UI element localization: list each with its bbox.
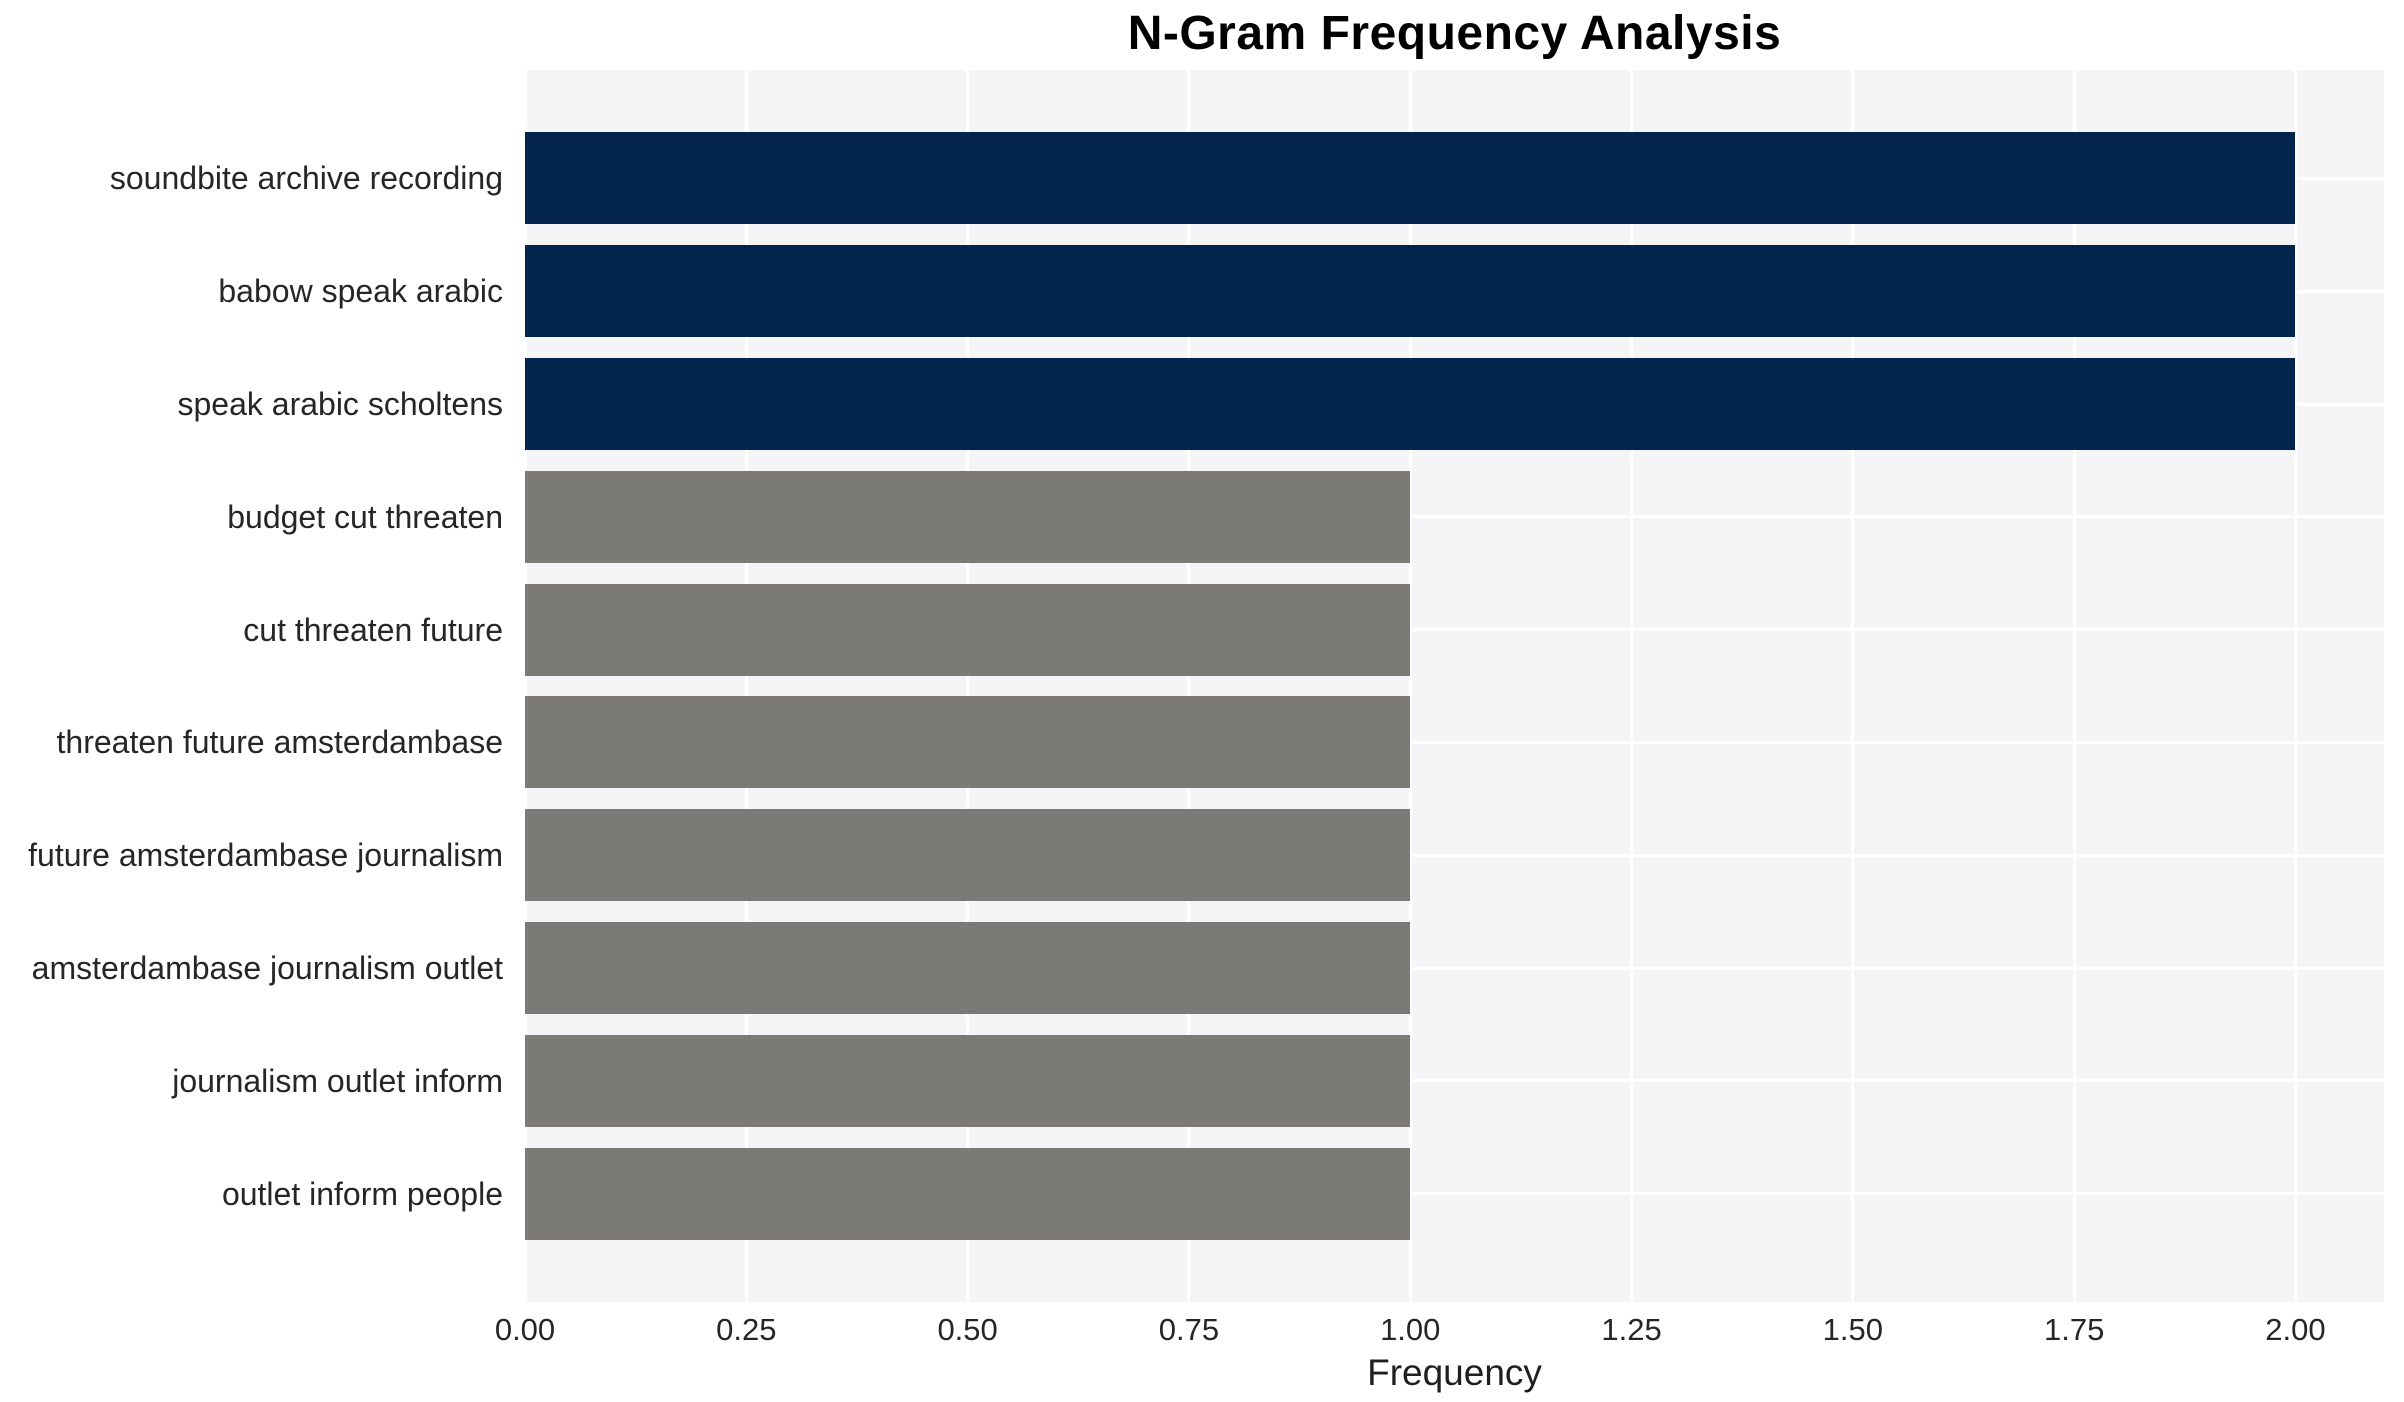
gridline-vertical <box>2072 70 2076 1302</box>
gridline-vertical <box>744 70 748 1302</box>
y-axis-label: budget cut threaten <box>227 498 503 535</box>
y-axis-label: future amsterdambase journalism <box>28 837 503 874</box>
bar-threaten-future-amsterdambase <box>525 696 1411 789</box>
gridline-horizontal <box>525 740 2384 744</box>
y-axis-label: babow speak arabic <box>218 273 503 310</box>
bar-budget-cut-threaten <box>525 470 1411 563</box>
gridline-horizontal <box>525 515 2384 519</box>
x-axis-tick-label: 2.00 <box>2265 1312 2326 1347</box>
bar-cut-threaten-future <box>525 583 1411 676</box>
chart-title: N-Gram Frequency Analysis <box>1127 7 1782 60</box>
x-axis-tick-label: 0.50 <box>937 1312 998 1347</box>
x-axis-tick-label: 1.75 <box>2043 1312 2105 1347</box>
x-axis-tick-label: 1.00 <box>1380 1312 1441 1347</box>
x-axis-tick-label: 0.00 <box>494 1312 556 1347</box>
y-axis-label: soundbite archive recording <box>109 160 503 197</box>
bar-outlet-inform-people <box>525 1147 1411 1240</box>
gridline-horizontal <box>525 853 2384 857</box>
gridline-vertical <box>1408 70 1412 1302</box>
plot-area <box>523 70 2384 1302</box>
y-axis-label: speak arabic scholtens <box>177 386 503 422</box>
gridline-vertical <box>523 70 527 1302</box>
bar-soundbite-archive-recording <box>525 132 2296 225</box>
bar-future-amsterdambase-journalism <box>525 809 1411 902</box>
gridline-vertical <box>1851 70 1855 1302</box>
gridline-vertical <box>1630 70 1634 1302</box>
y-axis-label: amsterdambase journalism outlet <box>31 950 503 986</box>
gridline-horizontal <box>525 1192 2384 1196</box>
gridline-horizontal <box>525 1079 2384 1083</box>
x-axis-tick-label: 0.25 <box>716 1312 777 1347</box>
gridline-horizontal <box>525 628 2384 632</box>
bar-amsterdambase-journalism-outlet <box>525 922 1411 1014</box>
y-axis-label: journalism outlet inform <box>172 1062 503 1099</box>
x-axis-label: Frequency <box>1367 1352 1542 1393</box>
x-axis-tick-label: 0.75 <box>1158 1312 1220 1347</box>
gridline-vertical <box>966 70 970 1302</box>
bar-babow-speak-arabic <box>525 245 2296 338</box>
bar-journalism-outlet-inform <box>525 1034 1411 1127</box>
gridline-vertical <box>1187 70 1191 1302</box>
gridline-vertical <box>2293 70 2297 1302</box>
y-axis-label: threaten future amsterdambase <box>56 724 503 761</box>
gridline-horizontal <box>525 966 2384 970</box>
x-axis-tick-label: 1.25 <box>1601 1312 1662 1347</box>
y-axis-label: outlet inform people <box>221 1175 503 1212</box>
y-axis-label: cut threaten future <box>243 611 503 648</box>
x-axis-tick-label: 1.50 <box>1822 1312 1884 1347</box>
bar-speak-arabic-scholtens <box>525 358 2296 450</box>
